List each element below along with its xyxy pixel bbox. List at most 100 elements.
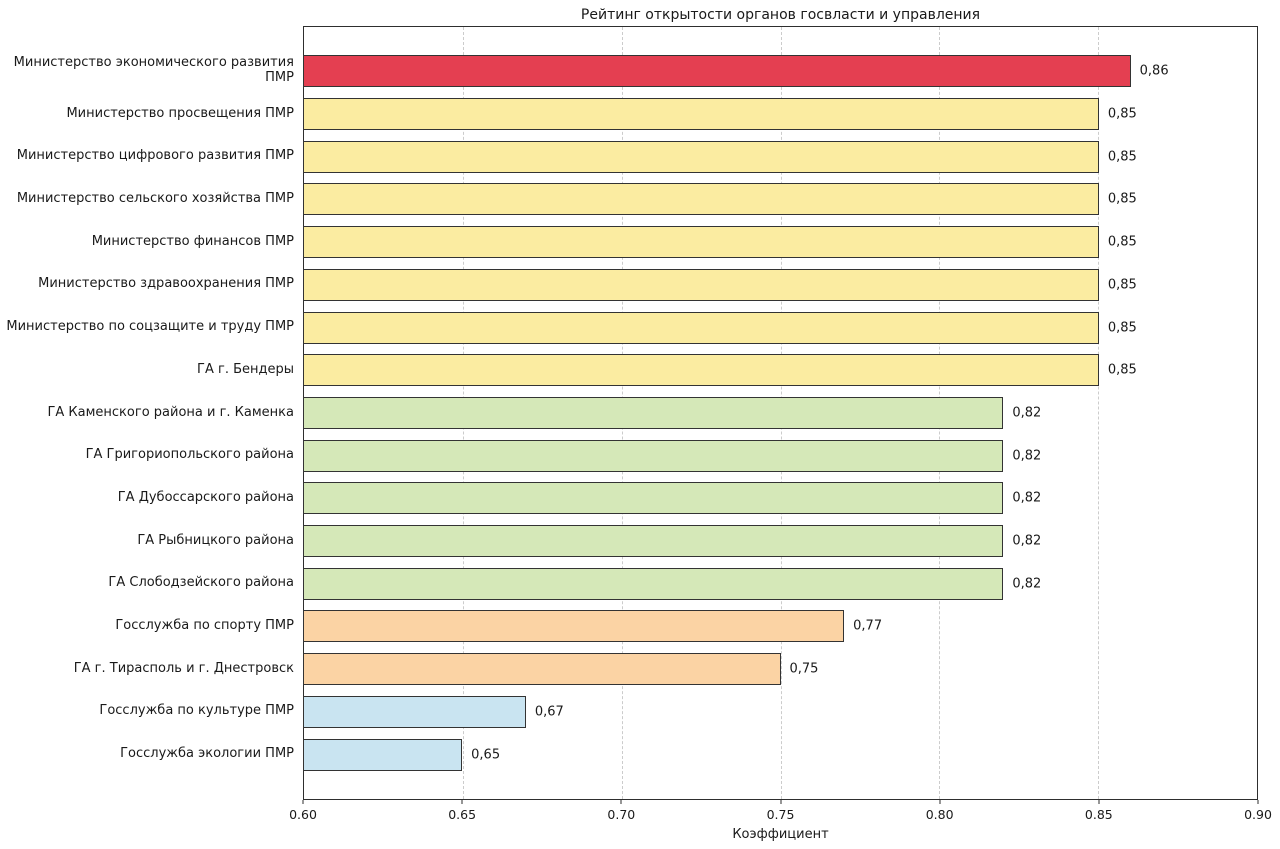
bar-label: Госслужба по спорту ПМР [115, 618, 294, 634]
x-tick-mark [780, 800, 781, 804]
bar-value: 0,77 [853, 618, 883, 634]
bar [303, 439, 1004, 472]
bar-area: 0,85 [303, 264, 1258, 307]
x-tick-label: 0.60 [289, 807, 317, 822]
bar [303, 311, 1099, 344]
bar-row: Министерство просвещения ПМР 0,85 [0, 93, 1258, 136]
bar [303, 738, 463, 771]
bar-area: 0,82 [303, 477, 1258, 520]
bar-row: ГА Григориопольского района 0,82 [0, 434, 1258, 477]
x-tick-label: 0.70 [607, 807, 636, 822]
bar-row: ГА Слободзейского района 0,82 [0, 562, 1258, 605]
bar-value: 0,85 [1107, 234, 1137, 250]
bar [303, 98, 1099, 131]
bar-value: 0,82 [1012, 448, 1042, 464]
bar-value: 0,67 [534, 704, 564, 720]
gridline [1098, 27, 1100, 799]
bar-value: 0,65 [471, 747, 501, 763]
bar-value: 0,85 [1107, 362, 1137, 378]
bar-area: 0,85 [303, 221, 1258, 264]
bar-value: 0,82 [1012, 490, 1042, 506]
x-tick-label: 0.65 [448, 807, 477, 822]
bar-value: 0,82 [1012, 576, 1042, 592]
bar [303, 482, 1004, 515]
bar [303, 140, 1099, 173]
x-axis-label: Коэффициент [732, 827, 829, 842]
bar-value: 0,86 [1139, 63, 1169, 79]
bar-label: Министерство по соцзащите и труду ПМР [6, 319, 294, 335]
bar-area: 0,85 [303, 306, 1258, 349]
bar-label: Министерство экономического развития ПМР [13, 55, 294, 86]
bar-row: Министерство сельского хозяйства ПМР 0,8… [0, 178, 1258, 221]
bar [303, 567, 1004, 600]
bar-label: Министерство сельского хозяйства ПМР [16, 190, 294, 206]
bar [303, 226, 1099, 259]
x-tick-label: 0.90 [1244, 807, 1272, 822]
bar-row: ГА Дубоссарского района 0,82 [0, 477, 1258, 520]
bar-label: Министерство просвещения ПМР [66, 105, 294, 121]
bar [303, 653, 781, 686]
bar-area: 0,86 [303, 50, 1258, 93]
x-tick-label: 0.85 [1084, 807, 1113, 822]
bar-value: 0,85 [1107, 191, 1137, 207]
bar-row: Министерство экономического развития ПМР… [0, 50, 1258, 93]
bar-area: 0,85 [303, 178, 1258, 221]
bar-row: Министерство по соцзащите и труду ПМР 0,… [0, 306, 1258, 349]
bar-value: 0,85 [1107, 320, 1137, 336]
bar-value: 0,82 [1012, 405, 1042, 421]
bar [303, 396, 1004, 429]
bar-row: Министерство цифрового развития ПМР 0,85 [0, 135, 1258, 178]
bar-area: 0,82 [303, 562, 1258, 605]
bar-row: Министерство финансов ПМР 0,85 [0, 221, 1258, 264]
bar-row: Министерство здравоохранения ПМР 0,85 [0, 264, 1258, 307]
bar-row: ГА Рыбницкого района 0,82 [0, 520, 1258, 563]
bar [303, 610, 845, 643]
x-tick-mark [939, 800, 941, 804]
chart-title: Рейтинг открытости органов госвласти и у… [580, 7, 981, 23]
bar-area: 0,65 [303, 733, 1258, 776]
bar-row: ГА Каменского района и г. Каменка 0,82 [0, 392, 1258, 435]
bar-value: 0,85 [1107, 106, 1137, 122]
bar-area: 0,82 [303, 520, 1258, 563]
bar-value: 0,85 [1107, 277, 1137, 293]
x-tick-label: 0.80 [925, 807, 954, 822]
bar-value: 0,75 [789, 661, 819, 677]
bar-label: ГА Слободзейского района [108, 575, 294, 591]
bar-label: Госслужба по культуре ПМР [99, 703, 294, 719]
bar-label: ГА г. Бендеры [197, 361, 294, 377]
bar-area: 0,82 [303, 392, 1258, 435]
bar-row: ГА г. Тирасполь и г. Днестровск 0,75 [0, 648, 1258, 691]
bar-area: 0,85 [303, 93, 1258, 136]
bar-row: Госслужба по культуре ПМР 0,67 [0, 691, 1258, 734]
bar [303, 525, 1004, 558]
x-tick-mark [461, 800, 463, 804]
bar-label: ГА Рыбницкого района [137, 532, 294, 548]
bar [303, 183, 1099, 216]
x-tick-mark [1257, 800, 1259, 804]
bar [303, 55, 1131, 88]
bar-row: Госслужба по спорту ПМР 0,77 [0, 605, 1258, 648]
bar-area: 0,67 [303, 691, 1258, 734]
bar-label: Госслужба экологии ПМР [120, 746, 294, 762]
bar-value: 0,85 [1107, 149, 1137, 165]
bar-label: ГА Каменского района и г. Каменка [47, 404, 294, 420]
bar-area: 0,85 [303, 349, 1258, 392]
bar-label: ГА Дубоссарского района [117, 489, 294, 505]
bar [303, 354, 1099, 387]
bar-label: ГА Григориопольского района [85, 447, 294, 463]
bar-value: 0,82 [1012, 533, 1042, 549]
bar-label: ГА г. Тирасполь и г. Днестровск [73, 660, 294, 676]
x-tick-mark [1098, 800, 1100, 804]
bar-row: Госслужба экологии ПМР 0,65 [0, 733, 1258, 776]
bar-label: Министерство здравоохранения ПМР [38, 276, 294, 292]
bar [303, 695, 526, 728]
bar [303, 268, 1099, 301]
bar-area: 0,85 [303, 135, 1258, 178]
chart-rows: Министерство экономического развития ПМР… [0, 26, 1258, 800]
bar-row: ГА г. Бендеры 0,85 [0, 349, 1258, 392]
bar-area: 0,75 [303, 648, 1258, 691]
bar-area: 0,82 [303, 434, 1258, 477]
x-tick-mark [302, 800, 304, 804]
x-tick-mark [620, 800, 622, 804]
